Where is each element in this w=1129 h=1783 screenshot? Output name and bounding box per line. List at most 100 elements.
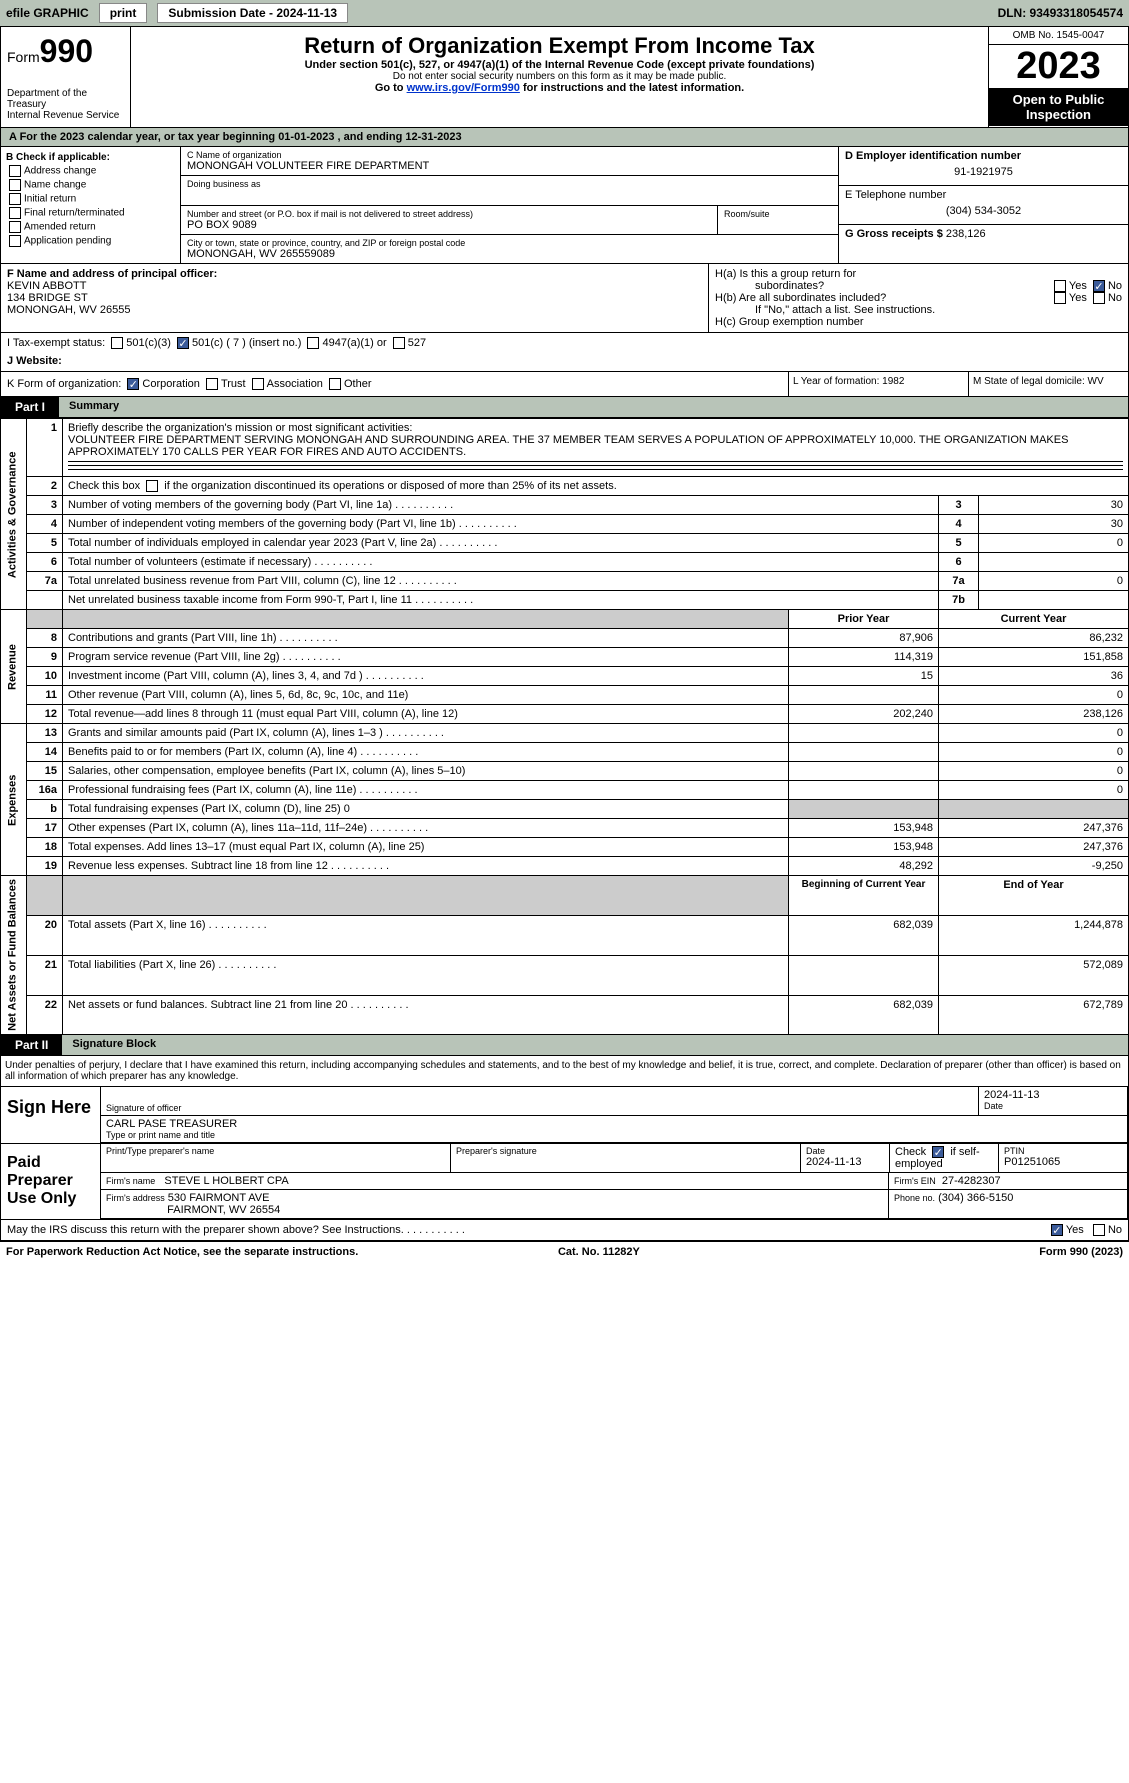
- officer-name-title: CARL PASE TREASURER: [106, 1118, 1122, 1130]
- opt-initial-return: Initial return: [24, 194, 76, 205]
- p16a: [789, 781, 939, 800]
- l15: Salaries, other compensation, employee b…: [68, 765, 465, 777]
- form-org-label: K Form of organization:: [7, 378, 121, 390]
- cb-527[interactable]: [393, 337, 405, 349]
- l21: Total liabilities (Part X, line 26): [68, 959, 215, 971]
- cb-501c3[interactable]: [111, 337, 123, 349]
- p17: 153,948: [789, 819, 939, 838]
- box-l: L Year of formation: 1982: [788, 372, 968, 396]
- p8: 87,906: [789, 629, 939, 648]
- ha-label2: subordinates?: [755, 280, 824, 292]
- name-label: C Name of organization: [187, 150, 832, 160]
- c10: 36: [939, 667, 1129, 686]
- opt-amended-return: Amended return: [24, 222, 96, 233]
- cb-application-pending[interactable]: [9, 235, 21, 247]
- cb-hb-no[interactable]: [1093, 292, 1105, 304]
- cb-final-return[interactable]: [9, 207, 21, 219]
- officer-street: 134 BRIDGE ST: [7, 292, 702, 304]
- c18: 247,376: [939, 838, 1129, 857]
- year-formation: 1982: [882, 376, 904, 387]
- dba-label: Doing business as: [187, 179, 832, 189]
- cb-amended-return[interactable]: [9, 221, 21, 233]
- c13: 0: [939, 724, 1129, 743]
- cb-self-employed[interactable]: [932, 1146, 944, 1158]
- l5: Total number of individuals employed in …: [68, 537, 436, 549]
- phone-label: E Telephone number: [845, 189, 1122, 201]
- dept-treasury: Department of the Treasury: [7, 88, 124, 110]
- form-title: Return of Organization Exempt From Incom…: [137, 33, 982, 59]
- l7b: Net unrelated business taxable income fr…: [68, 594, 412, 606]
- box-k: K Form of organization: Corporation Trus…: [1, 372, 788, 396]
- p12: 202,240: [789, 705, 939, 724]
- ha-label: H(a) Is this a group return for: [715, 268, 856, 280]
- cb-hb-yes[interactable]: [1054, 292, 1066, 304]
- box-ij: I Tax-exempt status: 501(c)(3) 501(c) ( …: [1, 332, 1128, 371]
- l16b: Total fundraising expenses (Part IX, col…: [68, 803, 350, 815]
- street-label: Number and street (or P.O. box if mail i…: [187, 209, 711, 219]
- firm-ein: 27-4282307: [942, 1175, 1001, 1187]
- cb-discuss-yes[interactable]: [1051, 1224, 1063, 1236]
- cb-ha-yes[interactable]: [1054, 280, 1066, 292]
- box-c: C Name of organization MONONGAH VOLUNTEE…: [181, 147, 838, 263]
- cb-address-change[interactable]: [9, 165, 21, 177]
- cb-ha-no[interactable]: [1093, 280, 1105, 292]
- tax-exempt-label: I Tax-exempt status:: [7, 337, 105, 349]
- cb-trust[interactable]: [206, 378, 218, 390]
- cb-initial-return[interactable]: [9, 193, 21, 205]
- discuss-text: May the IRS discuss this return with the…: [7, 1224, 465, 1236]
- year-formation-label: L Year of formation:: [793, 376, 879, 387]
- firm-phone: (304) 366-5150: [938, 1192, 1013, 1204]
- l3: Number of voting members of the governin…: [68, 499, 392, 511]
- cb-assoc[interactable]: [252, 378, 264, 390]
- cb-name-change[interactable]: [9, 179, 21, 191]
- l2-text: Check this box if the organization disco…: [68, 480, 617, 492]
- other: Other: [344, 378, 372, 390]
- hb-label: H(b) Are all subordinates included?: [715, 292, 886, 304]
- hb-yes: Yes: [1069, 292, 1087, 304]
- l1-label: Briefly describe the organization's miss…: [68, 422, 412, 434]
- c17: 247,376: [939, 819, 1129, 838]
- p19: 48,292: [789, 857, 939, 876]
- room-label: Room/suite: [724, 209, 832, 219]
- irs-link[interactable]: www.irs.gov/Form990: [407, 82, 520, 94]
- ptin-label: PTIN: [1004, 1146, 1122, 1156]
- cb-corp[interactable]: [127, 378, 139, 390]
- part1-title: Summary: [59, 397, 1128, 417]
- cb-4947[interactable]: [307, 337, 319, 349]
- cat-no: Cat. No. 11282Y: [558, 1246, 640, 1258]
- cb-other[interactable]: [329, 378, 341, 390]
- print-button[interactable]: print: [99, 3, 148, 23]
- officer-name: KEVIN ABBOTT: [7, 280, 702, 292]
- efile-label: efile GRAPHIC: [6, 6, 89, 20]
- opt-final-return: Final return/terminated: [24, 208, 125, 219]
- mission-text: VOLUNTEER FIRE DEPARTMENT SERVING MONONG…: [68, 434, 1068, 458]
- firm-name: STEVE L HOLBERT CPA: [164, 1175, 288, 1187]
- cb-501c[interactable]: [177, 337, 189, 349]
- l19: Revenue less expenses. Subtract line 18 …: [68, 860, 328, 872]
- v3: 30: [979, 496, 1129, 515]
- 4947: 4947(a)(1) or: [322, 337, 386, 349]
- c20: 1,244,878: [939, 916, 1129, 956]
- subtitle-2: Do not enter social security numbers on …: [137, 71, 982, 82]
- col-end: End of Year: [939, 876, 1129, 916]
- domicile: WV: [1088, 376, 1104, 387]
- cb-discuss-no[interactable]: [1093, 1224, 1105, 1236]
- v7a: 0: [979, 572, 1129, 591]
- cb-l2[interactable]: [146, 480, 158, 492]
- part2-header: Part II: [1, 1035, 62, 1055]
- c14: 0: [939, 743, 1129, 762]
- omb-number: OMB No. 1545-0047: [989, 27, 1128, 45]
- v5: 0: [979, 534, 1129, 553]
- dln: DLN: 93493318054574: [998, 6, 1123, 20]
- p10: 15: [789, 667, 939, 686]
- corp: Corporation: [142, 378, 199, 390]
- l4: Number of independent voting members of …: [68, 518, 456, 530]
- hc-label: H(c) Group exemption number: [715, 316, 1122, 328]
- c22: 672,789: [939, 995, 1129, 1035]
- print-name-label: Print/Type preparer's name: [106, 1146, 445, 1156]
- l20: Total assets (Part X, line 16): [68, 919, 206, 931]
- discuss-yes: Yes: [1066, 1224, 1084, 1236]
- col-current: Current Year: [939, 610, 1129, 629]
- check-label: Check: [895, 1146, 926, 1158]
- form-number-block: Form990 Department of the Treasury Inter…: [1, 27, 131, 127]
